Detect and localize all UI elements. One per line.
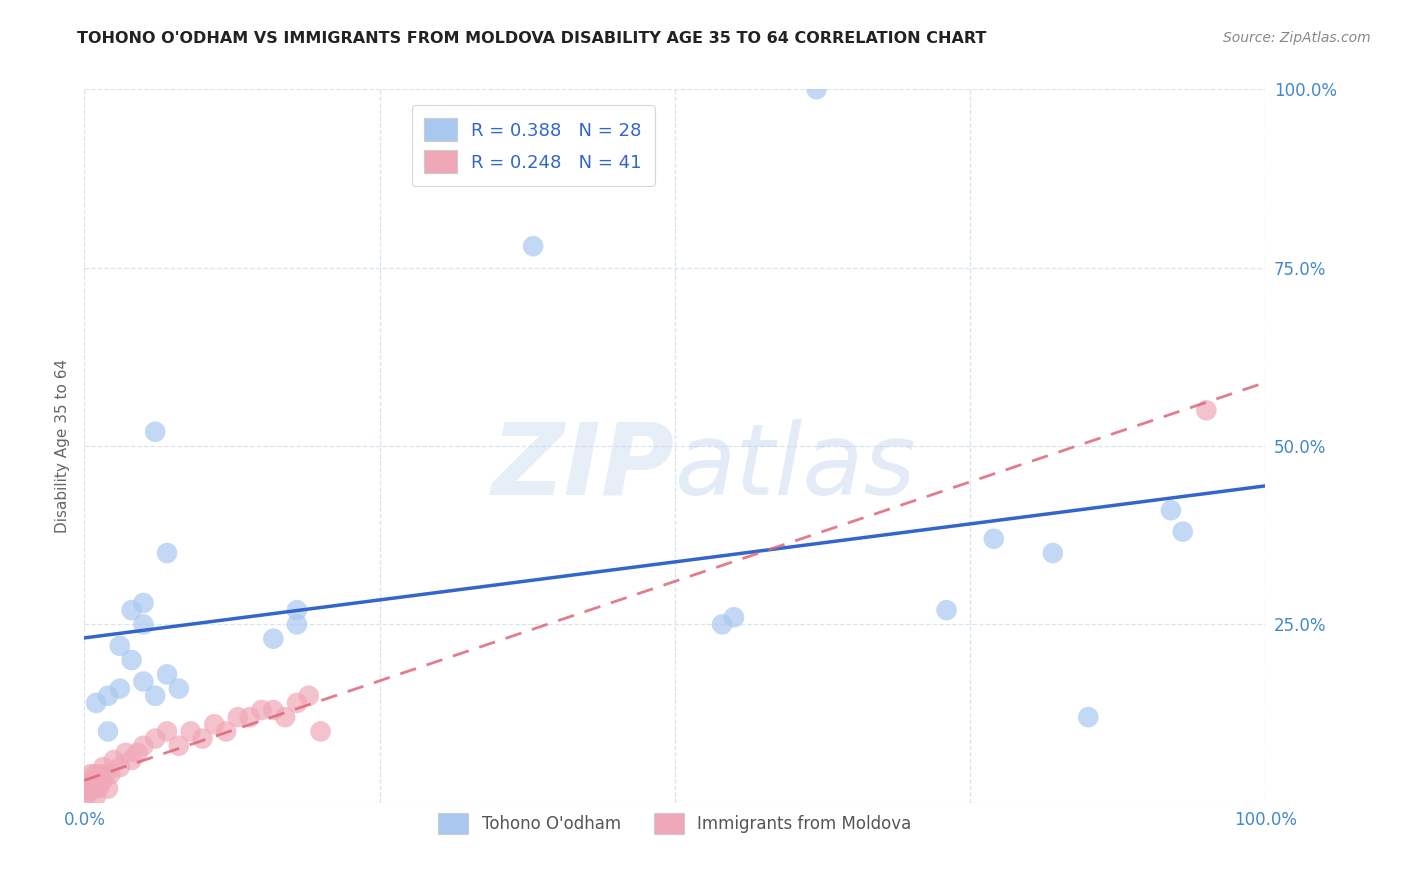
Text: atlas: atlas — [675, 419, 917, 516]
Point — [84, 789, 107, 803]
Point — [167, 681, 190, 696]
Point — [1195, 403, 1218, 417]
Point — [1042, 546, 1064, 560]
Point — [239, 710, 262, 724]
Point — [156, 667, 179, 681]
Point — [983, 532, 1005, 546]
Point — [806, 82, 828, 96]
Point — [75, 789, 97, 803]
Point — [127, 746, 149, 760]
Point — [522, 239, 544, 253]
Point — [1171, 524, 1194, 539]
Point — [285, 617, 308, 632]
Point — [82, 774, 104, 789]
Point — [215, 724, 238, 739]
Point — [103, 753, 125, 767]
Point — [83, 781, 105, 796]
Point — [108, 681, 131, 696]
Point — [298, 689, 321, 703]
Point — [77, 781, 100, 796]
Point — [108, 760, 131, 774]
Point — [108, 639, 131, 653]
Point — [132, 596, 155, 610]
Point — [84, 774, 107, 789]
Point — [97, 724, 120, 739]
Point — [80, 781, 103, 796]
Point — [143, 425, 166, 439]
Text: ZIP: ZIP — [492, 419, 675, 516]
Point — [250, 703, 273, 717]
Point — [274, 710, 297, 724]
Point — [76, 789, 98, 803]
Point — [132, 617, 155, 632]
Text: TOHONO O'ODHAM VS IMMIGRANTS FROM MOLDOVA DISABILITY AGE 35 TO 64 CORRELATION CH: TOHONO O'ODHAM VS IMMIGRANTS FROM MOLDOV… — [77, 31, 987, 46]
Point — [97, 689, 120, 703]
Point — [91, 774, 114, 789]
Point — [935, 603, 957, 617]
Y-axis label: Disability Age 35 to 64: Disability Age 35 to 64 — [55, 359, 70, 533]
Point — [180, 724, 202, 739]
Point — [285, 603, 308, 617]
Point — [156, 546, 179, 560]
Point — [1077, 710, 1099, 724]
Point — [114, 746, 136, 760]
Point — [84, 696, 107, 710]
Point — [226, 710, 249, 724]
Point — [91, 760, 114, 774]
Point — [285, 696, 308, 710]
Point — [94, 767, 117, 781]
Point — [143, 689, 166, 703]
Text: Source: ZipAtlas.com: Source: ZipAtlas.com — [1223, 31, 1371, 45]
Point — [202, 717, 225, 731]
Point — [191, 731, 214, 746]
Point — [77, 781, 100, 796]
Point — [262, 632, 284, 646]
Point — [143, 731, 166, 746]
Point — [87, 781, 110, 796]
Point — [132, 674, 155, 689]
Point — [84, 767, 107, 781]
Point — [79, 767, 101, 781]
Point — [132, 739, 155, 753]
Point — [121, 603, 143, 617]
Point — [262, 703, 284, 717]
Point — [97, 781, 120, 796]
Point — [89, 767, 111, 781]
Point — [1160, 503, 1182, 517]
Point — [723, 610, 745, 624]
Point — [98, 767, 121, 781]
Point — [156, 724, 179, 739]
Point — [121, 753, 143, 767]
Point — [309, 724, 332, 739]
Legend: Tohono O'odham, Immigrants from Moldova: Tohono O'odham, Immigrants from Moldova — [429, 803, 921, 845]
Point — [711, 617, 734, 632]
Point — [79, 774, 101, 789]
Point — [121, 653, 143, 667]
Point — [167, 739, 190, 753]
